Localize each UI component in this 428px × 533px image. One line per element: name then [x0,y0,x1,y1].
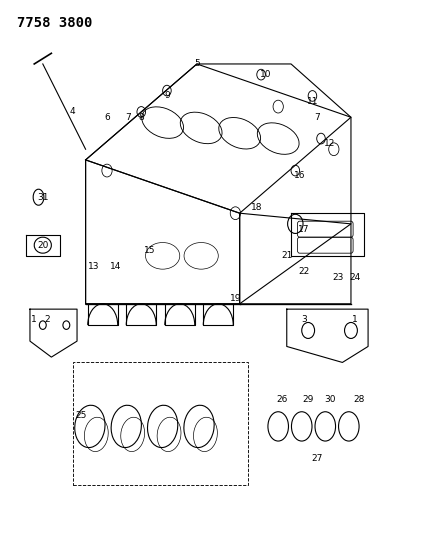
Text: 19: 19 [230,294,241,303]
Text: 18: 18 [251,204,262,212]
Text: 3: 3 [301,316,307,324]
Text: 21: 21 [281,252,292,260]
Text: 10: 10 [260,70,271,79]
Text: 23: 23 [333,273,344,281]
Text: 26: 26 [277,395,288,404]
Text: 31: 31 [37,193,48,201]
Text: 6: 6 [104,113,110,122]
Text: 15: 15 [144,246,155,255]
Text: 2: 2 [44,316,50,324]
Text: 17: 17 [298,225,309,233]
Text: 20: 20 [37,241,48,249]
Text: 7: 7 [314,113,320,122]
Text: 9: 9 [164,92,170,100]
Text: 24: 24 [350,273,361,281]
Text: 1: 1 [31,316,37,324]
Text: 16: 16 [294,172,305,180]
Text: 13: 13 [89,262,100,271]
Text: 1: 1 [352,316,358,324]
Text: 7: 7 [125,113,131,122]
Text: 29: 29 [303,395,314,404]
Text: 25: 25 [76,411,87,420]
Text: 28: 28 [354,395,365,404]
Text: 27: 27 [311,454,322,463]
Text: 8: 8 [138,113,144,122]
Text: 5: 5 [194,60,200,68]
Text: 14: 14 [110,262,121,271]
Text: 12: 12 [324,140,335,148]
Text: 11: 11 [307,97,318,106]
Text: 4: 4 [70,108,76,116]
Text: 30: 30 [324,395,335,404]
Text: 22: 22 [298,268,309,276]
Text: 7758 3800: 7758 3800 [17,16,92,30]
